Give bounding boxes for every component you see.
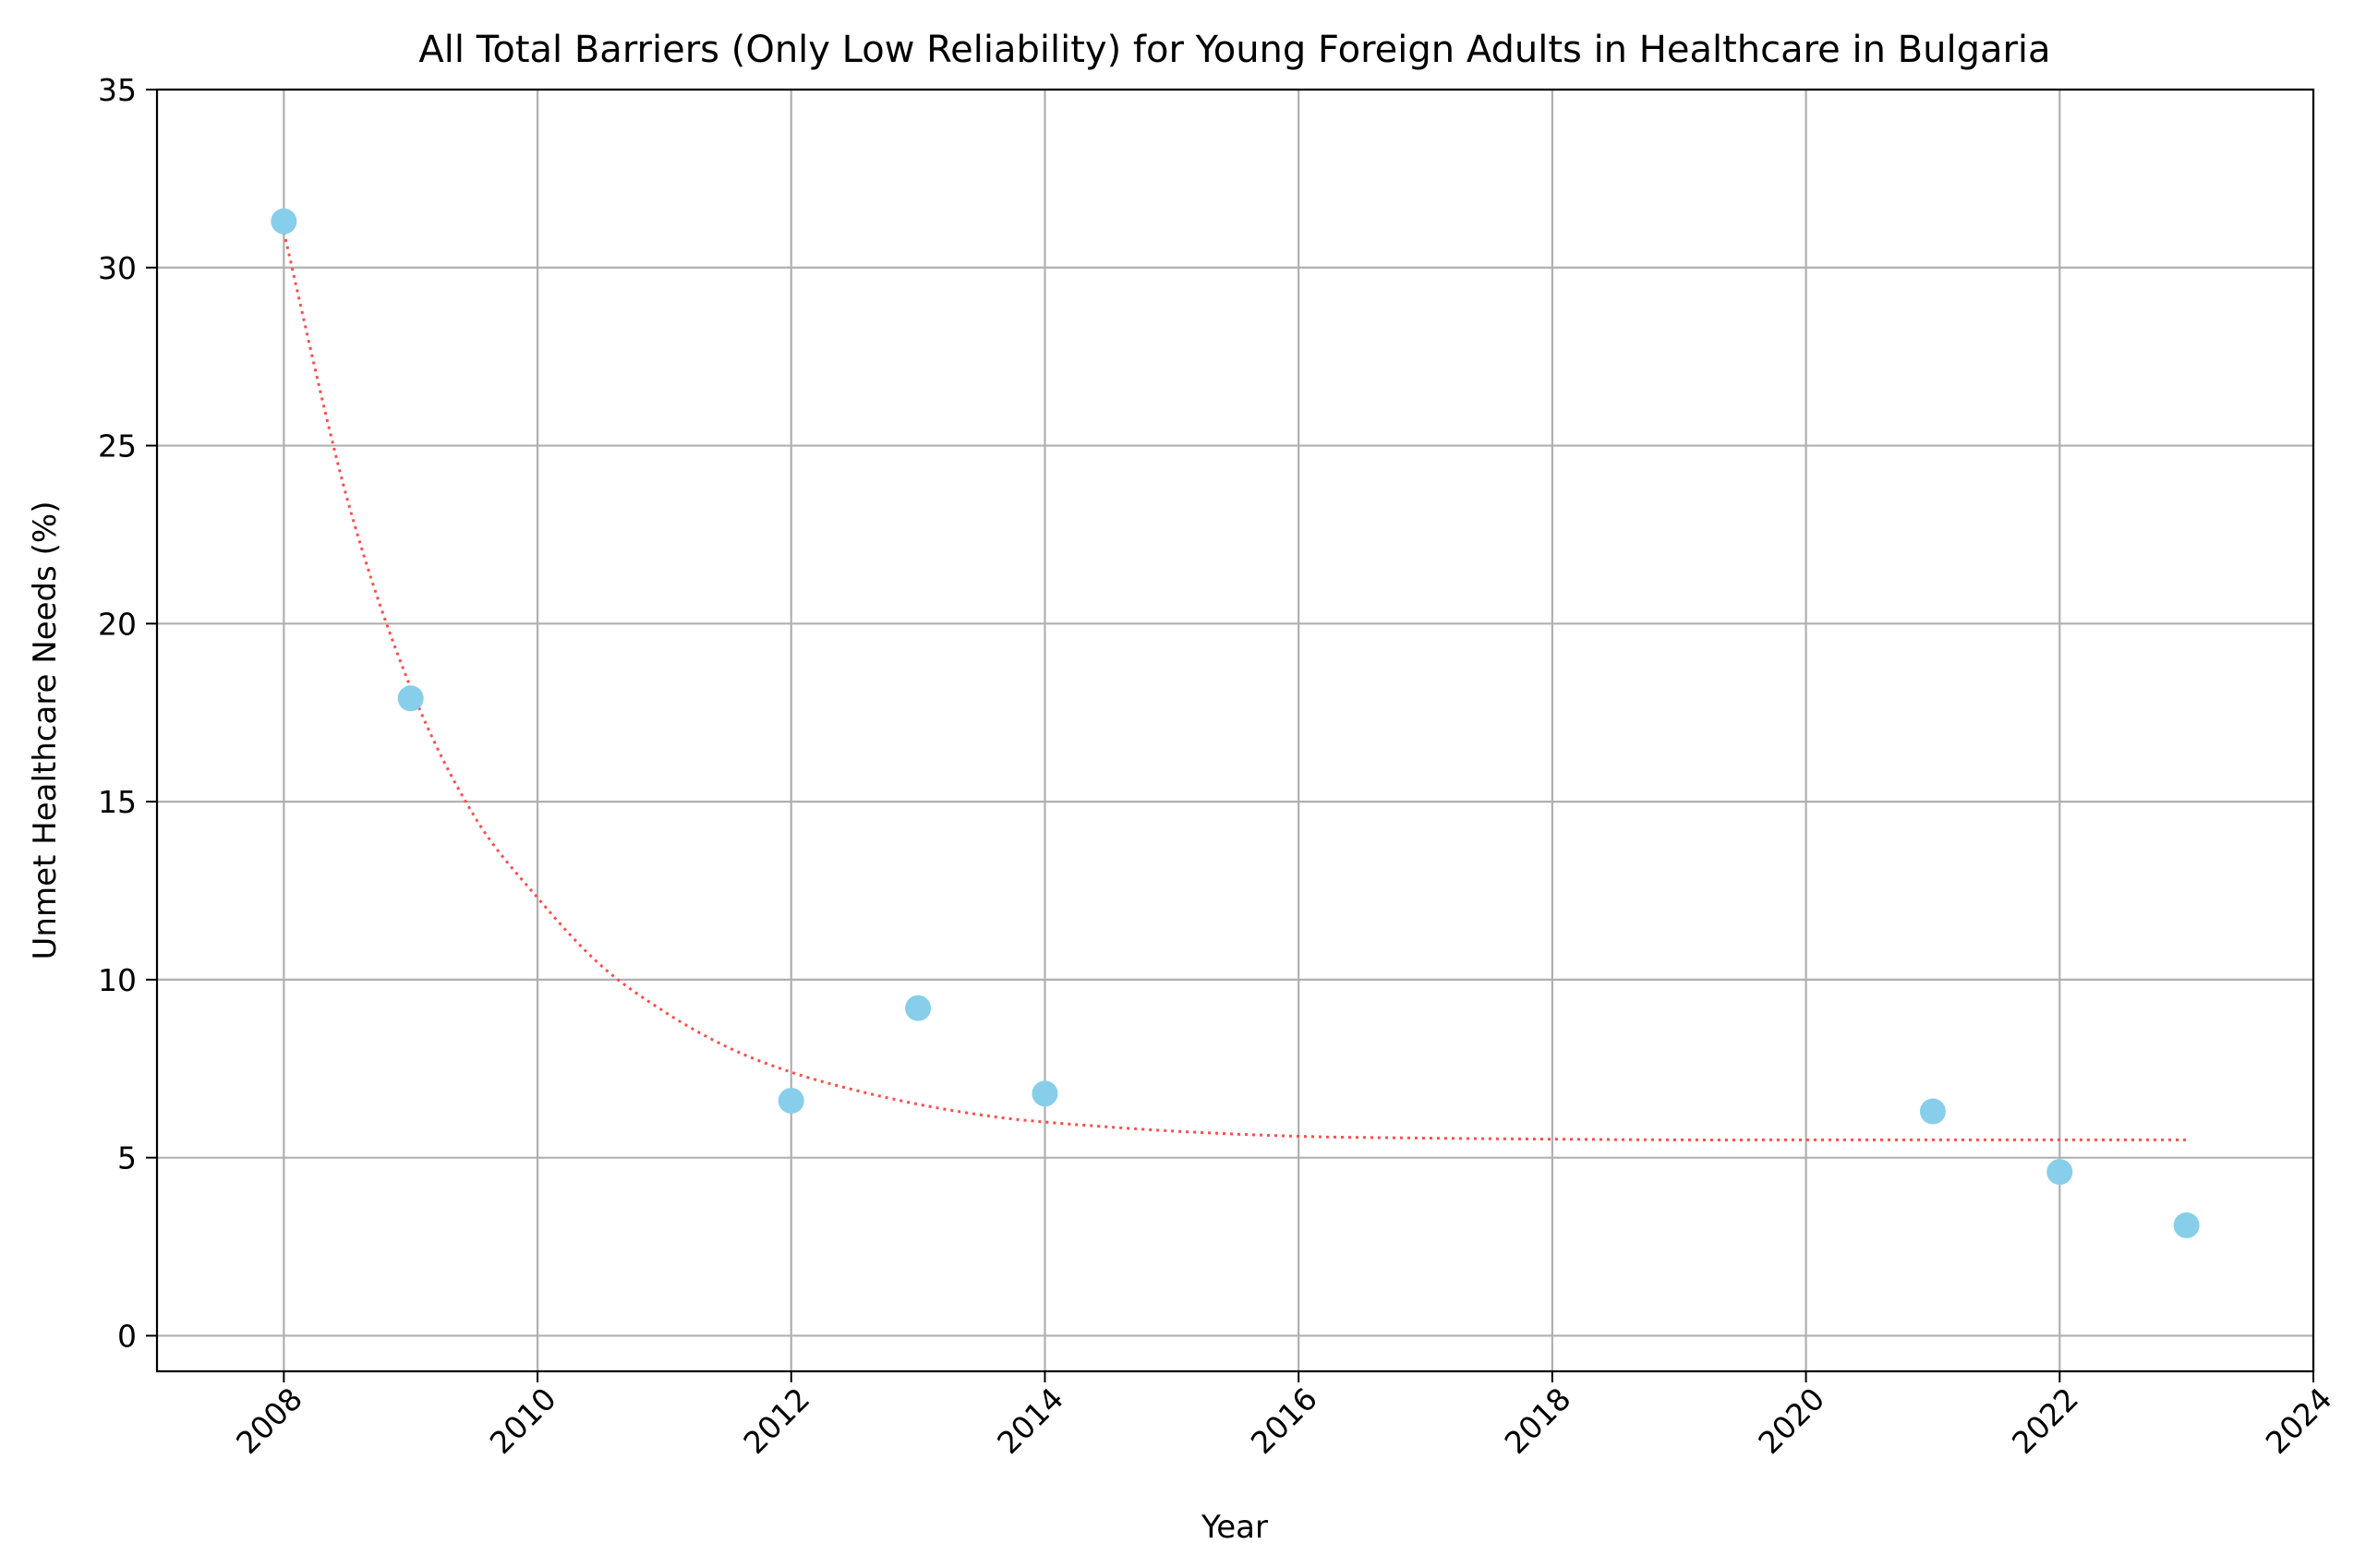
scatter-point [397,685,424,712]
y-tick-label: 10 [98,962,137,998]
plot-frame [155,88,2315,1373]
scatter-point [778,1087,804,1114]
y-tick-label: 0 [117,1318,137,1354]
y-tick-label: 25 [98,428,137,464]
scatter-point [1919,1098,1946,1125]
trend-line [282,231,2187,1141]
chart-title: All Total Barriers (Only Low Reliability… [418,29,2050,71]
plot-area-background [157,90,2313,1371]
x-axis-label: Year [1201,1509,1268,1546]
y-tick-label: 30 [98,250,137,286]
trend-line-group [282,231,2187,1141]
y-axis-label: Unmet Healthcare Needs (%) [27,501,64,960]
scatter-point [2046,1159,2073,1186]
scatter-point [905,995,932,1021]
y-tick-label: 35 [98,72,137,108]
points-group [271,208,2200,1238]
scatter-point [1032,1080,1058,1107]
y-tick-label: 5 [117,1140,137,1176]
scatter-point [2173,1212,2200,1238]
y-tick-label: 20 [98,606,137,642]
scatter-point [271,208,297,235]
y-tick-label: 15 [98,784,137,820]
